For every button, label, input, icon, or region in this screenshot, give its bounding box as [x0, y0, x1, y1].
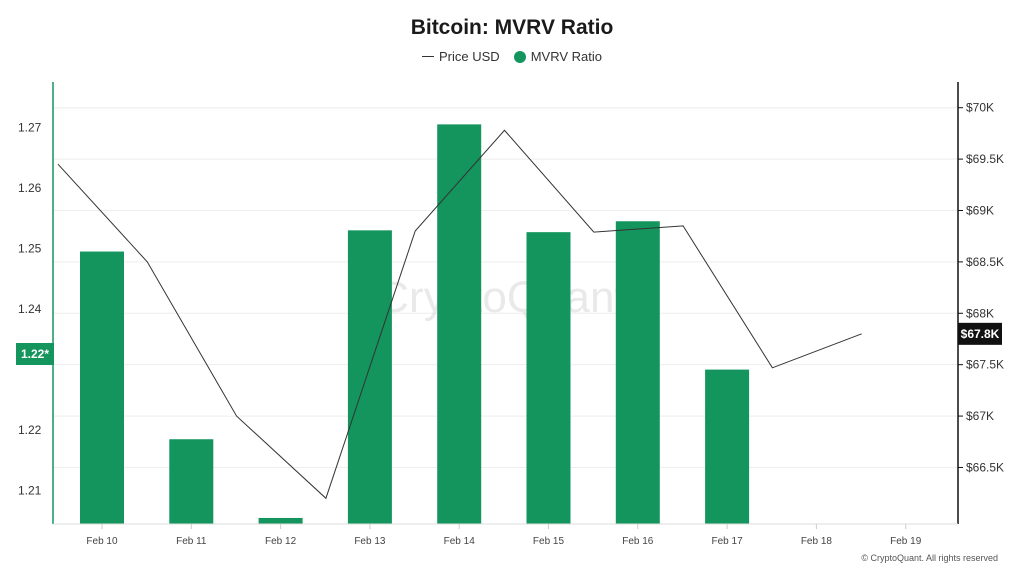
right-tick-label: $68K [966, 306, 994, 320]
x-tick-label: Feb 10 [86, 536, 118, 547]
right-tick-label: $66.5K [966, 460, 1004, 474]
x-tick-label: Feb 19 [890, 536, 922, 547]
price-line [57, 129, 862, 500]
legend-item-mvrv[interactable]: MVRV Ratio [513, 49, 602, 64]
axes-layer: 1.21 1.22 1.24 1.25 1.26 1.27 $66.5K $67K $67.5K… [18, 82, 1004, 547]
left-tick-label: 1.22 [18, 423, 42, 437]
x-tick-label: Feb 15 [533, 536, 565, 547]
left-tick-label: 1.27 [18, 120, 42, 134]
left-value-badge [16, 343, 54, 365]
right-tick-label: $67K [966, 409, 994, 423]
x-tick-label: Feb 18 [801, 536, 833, 547]
right-tick-label: $69.5K [966, 152, 1004, 166]
left-value-badge-label: 1.22* [21, 347, 49, 361]
x-tick-label: Feb 12 [265, 536, 297, 547]
legend-line-swatch [422, 56, 434, 57]
mvrv-bar [169, 439, 214, 524]
x-tick-label: Feb 17 [712, 536, 744, 547]
legend-item-price[interactable]: Price USD [422, 49, 500, 64]
right-tick-label: $68.5K [966, 255, 1004, 269]
x-tick-label: Feb 14 [444, 536, 476, 547]
x-tick-label: Feb 16 [622, 536, 654, 547]
legend-label-price: Price USD [439, 49, 500, 64]
legend-dot-swatch [513, 50, 526, 63]
right-value-badge-label: $67.8K [961, 327, 1000, 341]
chart-title: Bitcoin: MVRV Ratio [410, 16, 614, 39]
copyright-notice: © CryptoQuant. All rights reserved [861, 553, 998, 563]
watermark: CryptoQuant [377, 273, 626, 322]
right-tick-label: $70K [966, 101, 994, 115]
left-tick-label: 1.26 [18, 181, 42, 195]
left-tick-label: 1.24 [18, 302, 42, 316]
mvrv-bar [347, 230, 392, 524]
x-tick-label: Feb 13 [354, 536, 386, 547]
mvrv-bar [615, 221, 660, 525]
right-tick-label: $69K [966, 203, 994, 217]
x-tick-label: Feb 11 [176, 536, 207, 547]
left-tick-label: 1.21 [18, 484, 42, 498]
chart-legend: Price USD MVRV Ratio [0, 49, 1024, 64]
legend-label-mvrv: MVRV Ratio [530, 49, 602, 64]
mvrv-bar [437, 124, 482, 525]
mvrv-bar [705, 369, 750, 524]
line-layer [57, 129, 862, 500]
bars-layer [80, 124, 750, 525]
right-value-badge [958, 322, 1002, 345]
mvrv-bar [258, 517, 303, 524]
badge-layer: 1.22* $67.8K [16, 322, 1002, 365]
left-tick-label: 1.25 [18, 242, 42, 256]
mvrv-bar [80, 251, 124, 524]
grid-layer [53, 107, 958, 468]
mvrv-bar [526, 232, 571, 524]
right-tick-label: $67.5K [966, 358, 1004, 372]
